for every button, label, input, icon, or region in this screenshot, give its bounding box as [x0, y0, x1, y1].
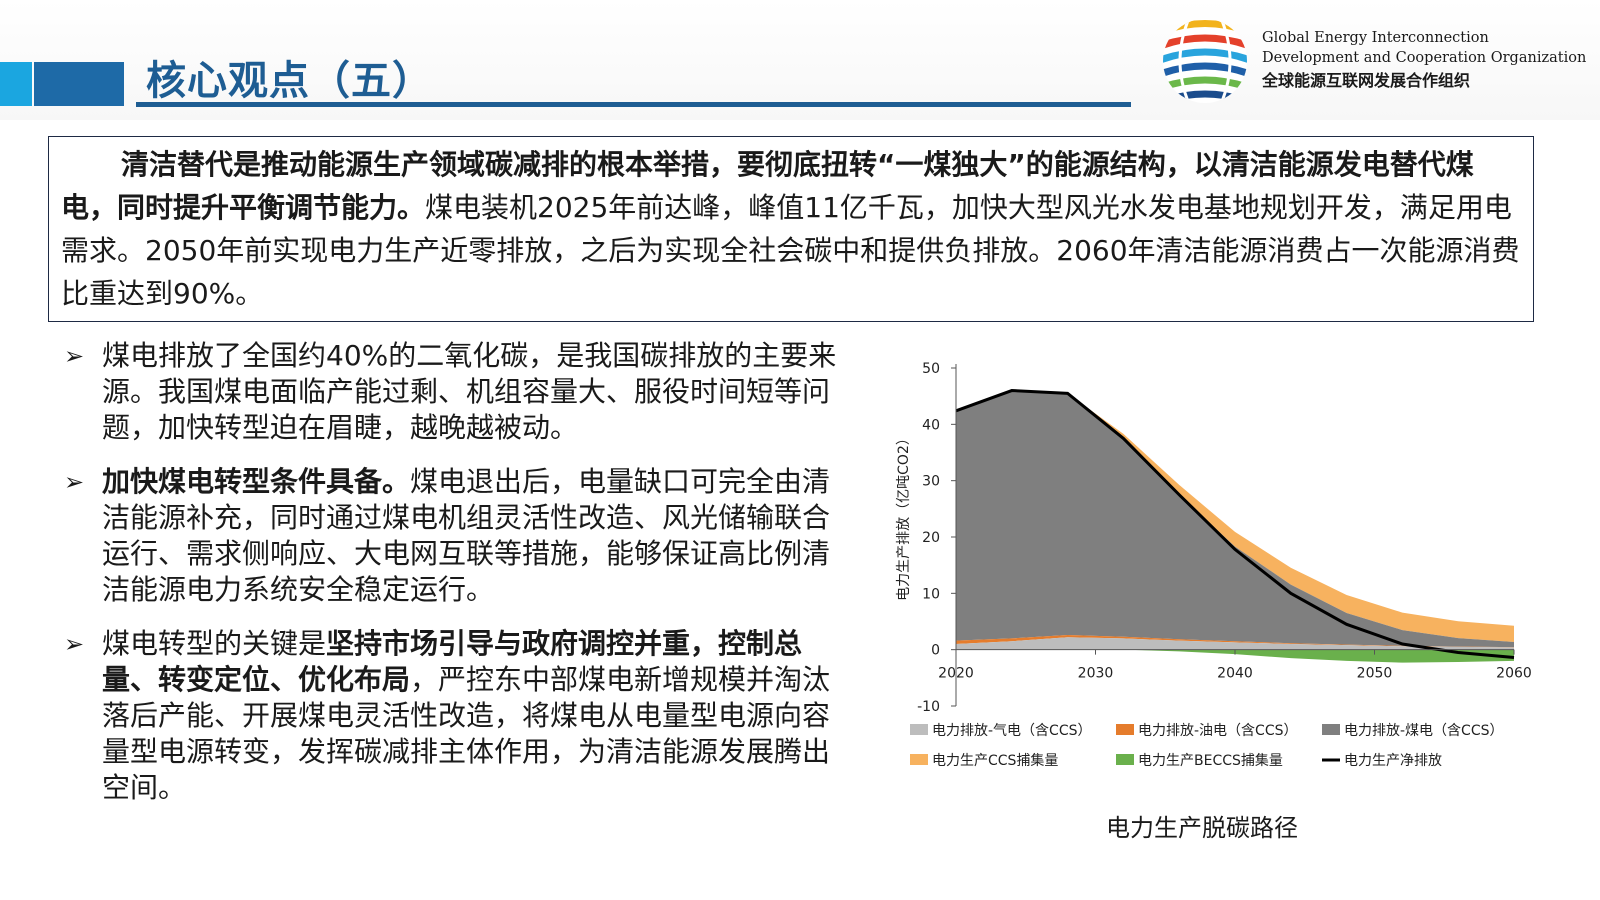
- summary-box: 清洁替代是推动能源生产领域碳减排的根本举措，要彻底扭转“一煤独大”的能源结构，以…: [48, 136, 1534, 322]
- y-tick-label: 50: [922, 361, 940, 377]
- y-tick-label: -10: [917, 699, 940, 715]
- y-tick-label: 10: [922, 586, 940, 602]
- title-decoration-dark: [34, 62, 124, 106]
- legend-label: 电力生产CCS捕集量: [932, 752, 1058, 769]
- bullet-2-bold: 加快煤电转型条件具备。: [102, 465, 411, 498]
- chart-svg: 50 40 30 20 10 0 -10 2020 2030 2040 2050 2060 电力生产排…: [896, 361, 1532, 769]
- org-name-en-1: Global Energy Interconnection: [1262, 30, 1489, 46]
- area-gas-emission: [956, 637, 1514, 650]
- arrow-bullet-icon: ➢: [64, 342, 85, 370]
- legend-label: 电力排放-煤电（含CCS）: [1344, 723, 1504, 739]
- legend-swatch: [910, 724, 928, 735]
- page-title: 核心观点（五）: [146, 58, 433, 104]
- legend-label: 电力生产净排放: [1344, 753, 1442, 769]
- legend-swatch: [1322, 724, 1340, 735]
- legend-label: 电力排放-气电（含CCS）: [932, 723, 1092, 739]
- chart-axes: 50 40 30 20 10 0 -10 2020 2030 2040 2050 2060: [917, 361, 1532, 715]
- org-name-en-2: Development and Cooperation Organization: [1262, 50, 1587, 66]
- header-background: [0, 0, 1600, 120]
- title-decoration-light: [0, 62, 32, 106]
- y-tick-label: 20: [922, 530, 940, 546]
- legend-swatch: [1116, 724, 1134, 735]
- area-oil-emission: [956, 635, 1514, 648]
- bullet-item-2: ➢ 加快煤电转型条件具备。煤电退出后，电量缺口可完全由清洁能源补充，同时通过煤电…: [64, 464, 854, 608]
- arrow-bullet-icon: ➢: [64, 630, 85, 658]
- legend-label: 电力生产BECCS捕集量: [1138, 752, 1283, 769]
- x-tick-label: 2050: [1357, 666, 1393, 682]
- x-tick-label: 2020: [938, 666, 974, 682]
- bullet-3-text: ，严控东中部煤电新增规模并淘汰落后产能、开展煤电灵活性改造，将煤电从电量型电源向…: [102, 663, 831, 804]
- summary-bold-text: 清洁替代是推动能源生产领域碳减排的根本举措，要彻底扭转“一煤独大”的能源结构，以…: [61, 148, 1474, 224]
- bullet-item-3: ➢ 煤电转型的关键是坚持市场引导与政府调控并重，控制总量、转变定位、优化布局，严…: [64, 626, 854, 806]
- chart-areas: [955, 389, 1515, 663]
- bullet-3-bold: 坚持市场引导与政府调控并重，控制总量、转变定位、优化布局: [102, 627, 803, 696]
- summary-normal-text: 煤电装机2025年前达峰，峰值11亿千瓦，加快大型风光水发电基地规划开发，满足用…: [61, 191, 1520, 310]
- bullet-2-text: 煤电退出后，电量缺口可完全由清洁能源补充，同时通过煤电机组灵活性改造、风光储输联…: [102, 465, 831, 606]
- area-coal-emission: [956, 390, 1514, 648]
- chart-y-axis-label: 电力生产排放（亿吨CO2）: [896, 431, 912, 601]
- organization-name: Global Energy Interconnection Developmen…: [1262, 28, 1586, 92]
- y-tick-label: 0: [931, 643, 940, 659]
- chart-legend: 电力排放-气电（含CCS） 电力排放-油电（含CCS） 电力排放-煤电（含CCS） 电…: [910, 723, 1504, 769]
- geidco-logo-icon: [1163, 19, 1247, 103]
- legend-label: 电力排放-油电（含CCS）: [1138, 723, 1298, 739]
- bullet-3-pre: 煤电转型的关键是: [102, 627, 327, 660]
- legend-swatch: [910, 754, 928, 765]
- y-tick-label: 30: [922, 474, 940, 490]
- x-tick-label: 2060: [1496, 666, 1532, 682]
- line-net-emission: [955, 389, 1515, 660]
- decarbonization-chart: 50 40 30 20 10 0 -10 2020 2030 2040 2050 2060 电力生产排…: [888, 346, 1538, 798]
- org-name-cn: 全球能源互联网发展合作组织: [1262, 71, 1471, 90]
- y-tick-label: 40: [922, 417, 940, 433]
- bullet-list: ➢ 煤电排放了全国约40%的二氧化碳，是我国碳排放的主要来源。我国煤电面临产能过…: [64, 338, 854, 824]
- bullet-item-1: ➢ 煤电排放了全国约40%的二氧化碳，是我国碳排放的主要来源。我国煤电面临产能过…: [64, 338, 854, 446]
- bullet-1-text: 煤电排放了全国约40%的二氧化碳，是我国碳排放的主要来源。我国煤电面临产能过剩、…: [102, 339, 837, 444]
- x-tick-label: 2040: [1217, 666, 1253, 682]
- legend-swatch: [1116, 754, 1134, 765]
- arrow-bullet-icon: ➢: [64, 468, 85, 496]
- chart-caption: 电力生产脱碳路径: [1106, 814, 1298, 842]
- title-underline: [136, 102, 1131, 107]
- x-tick-label: 2030: [1078, 666, 1114, 682]
